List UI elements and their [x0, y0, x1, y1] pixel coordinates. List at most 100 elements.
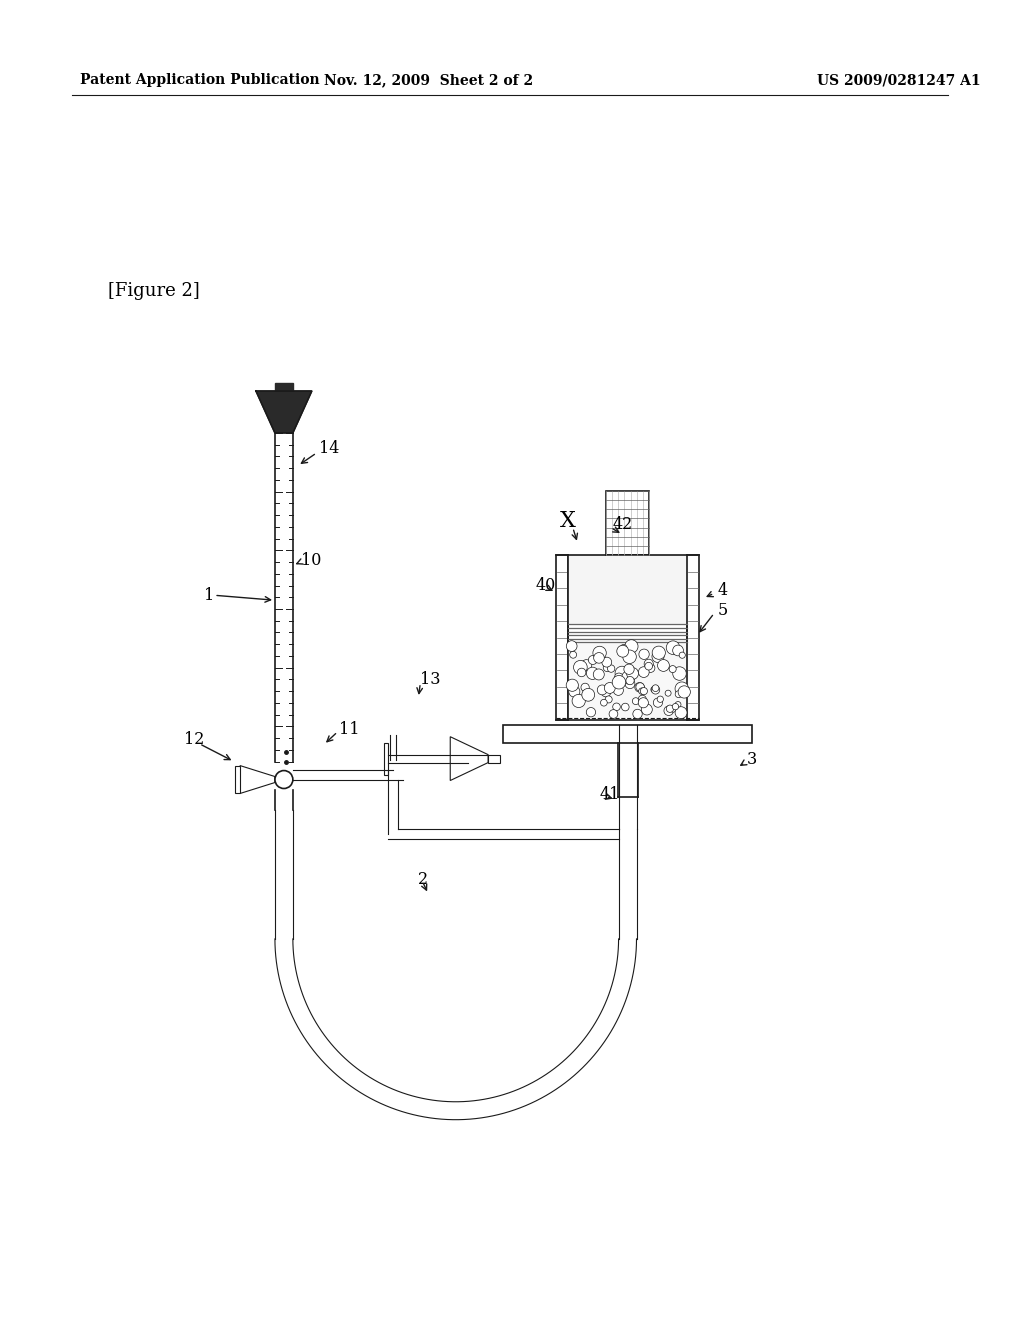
Circle shape [667, 705, 674, 713]
Circle shape [605, 696, 612, 704]
Bar [503, 725, 752, 743]
Circle shape [593, 647, 606, 660]
Circle shape [603, 664, 611, 672]
Circle shape [597, 685, 607, 694]
Circle shape [638, 696, 646, 704]
Circle shape [625, 678, 635, 689]
Circle shape [635, 682, 644, 692]
Circle shape [616, 645, 629, 657]
Circle shape [626, 676, 634, 685]
Circle shape [585, 693, 592, 701]
Circle shape [602, 657, 608, 664]
Text: 2: 2 [419, 871, 428, 887]
Circle shape [587, 708, 596, 717]
Text: X: X [560, 510, 575, 532]
Polygon shape [256, 391, 311, 433]
Circle shape [641, 704, 652, 715]
Text: 5: 5 [717, 602, 727, 619]
Circle shape [657, 696, 664, 702]
Polygon shape [384, 743, 388, 775]
Circle shape [639, 649, 649, 660]
Circle shape [673, 667, 686, 680]
Polygon shape [567, 643, 687, 718]
Bar [605, 491, 649, 556]
Circle shape [613, 685, 624, 696]
Circle shape [666, 690, 671, 696]
Polygon shape [451, 737, 488, 780]
Circle shape [578, 668, 586, 677]
Circle shape [601, 688, 611, 697]
Circle shape [581, 660, 592, 671]
Circle shape [669, 665, 676, 673]
Circle shape [670, 706, 676, 713]
Circle shape [625, 640, 638, 653]
Circle shape [633, 709, 642, 718]
Circle shape [624, 664, 634, 675]
Circle shape [607, 665, 614, 672]
Circle shape [274, 771, 293, 788]
Circle shape [572, 694, 586, 708]
Circle shape [675, 682, 688, 696]
Circle shape [581, 684, 589, 692]
Text: Nov. 12, 2009  Sheet 2 of 2: Nov. 12, 2009 Sheet 2 of 2 [324, 74, 532, 87]
Text: 12: 12 [184, 731, 205, 748]
Circle shape [615, 667, 629, 680]
Circle shape [636, 682, 644, 692]
Circle shape [568, 686, 580, 697]
Circle shape [622, 704, 629, 711]
Circle shape [633, 698, 639, 705]
Polygon shape [556, 556, 567, 719]
Text: 11: 11 [339, 721, 359, 738]
Circle shape [652, 645, 666, 659]
Circle shape [622, 671, 635, 684]
Circle shape [594, 652, 604, 663]
Circle shape [673, 704, 679, 710]
Circle shape [675, 706, 687, 718]
Circle shape [604, 682, 615, 693]
Circle shape [566, 680, 579, 692]
Circle shape [657, 660, 670, 672]
Circle shape [612, 704, 621, 710]
Circle shape [609, 710, 617, 718]
Text: US 2009/0281247 A1: US 2009/0281247 A1 [817, 74, 980, 87]
Circle shape [621, 644, 627, 651]
Circle shape [675, 690, 682, 697]
Circle shape [652, 651, 664, 663]
Polygon shape [236, 766, 240, 793]
Circle shape [664, 706, 674, 715]
Circle shape [569, 651, 577, 659]
Text: 4: 4 [717, 582, 727, 599]
Polygon shape [240, 766, 274, 793]
Polygon shape [567, 556, 687, 624]
Circle shape [627, 671, 634, 677]
Circle shape [639, 688, 645, 694]
Circle shape [623, 649, 636, 664]
Circle shape [675, 701, 681, 708]
Circle shape [651, 685, 659, 694]
Circle shape [645, 663, 652, 671]
Circle shape [638, 698, 648, 708]
Circle shape [566, 640, 578, 652]
Circle shape [652, 685, 658, 692]
Circle shape [646, 664, 655, 672]
Text: Patent Application Publication: Patent Application Publication [80, 74, 319, 87]
Circle shape [673, 645, 683, 656]
Circle shape [679, 652, 685, 659]
Circle shape [600, 700, 607, 706]
Circle shape [651, 686, 657, 693]
Circle shape [678, 686, 690, 698]
Circle shape [638, 667, 649, 677]
Circle shape [640, 688, 647, 694]
Text: 42: 42 [612, 516, 633, 533]
Circle shape [589, 656, 597, 664]
Text: 14: 14 [318, 441, 339, 457]
Text: 41: 41 [600, 785, 621, 803]
Circle shape [587, 667, 599, 680]
Circle shape [612, 676, 626, 689]
Circle shape [573, 660, 587, 675]
Circle shape [653, 698, 663, 708]
Circle shape [582, 688, 595, 701]
Circle shape [644, 659, 653, 668]
Text: 3: 3 [748, 751, 758, 768]
Text: [Figure 2]: [Figure 2] [108, 282, 200, 301]
